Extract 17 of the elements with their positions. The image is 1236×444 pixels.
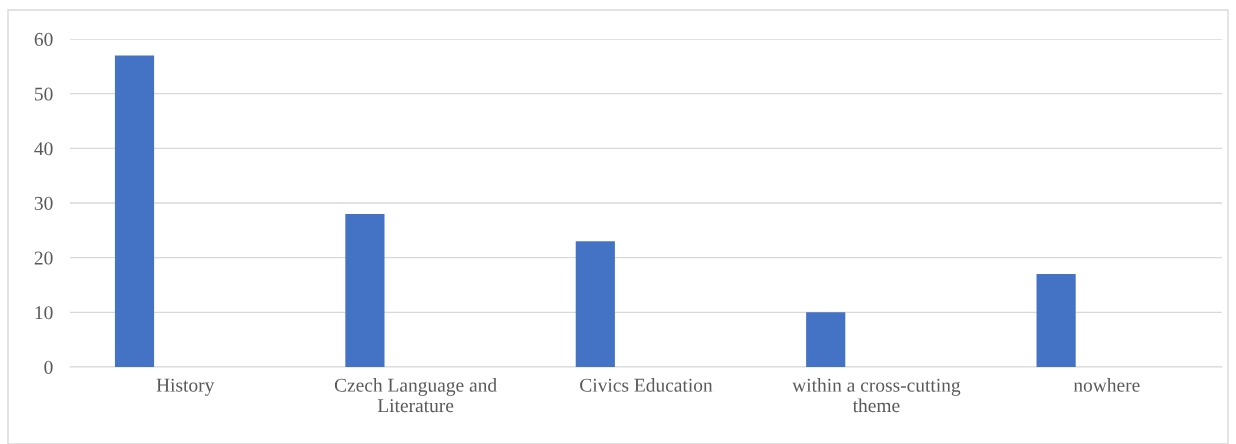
y-tick-label: 60	[34, 32, 53, 46]
y-tick-label: 40	[34, 142, 53, 156]
y-tick-label: 30	[34, 196, 53, 210]
bar	[806, 312, 846, 367]
bar	[114, 55, 155, 367]
bar	[1036, 274, 1076, 367]
y-tick-label: 20	[34, 251, 53, 265]
x-tick-label: nowhere	[1073, 378, 1140, 392]
x-tick-label: Civics Education	[580, 378, 713, 392]
x-tick-label: within a cross-cutting theme	[792, 378, 961, 413]
y-tick-label: 50	[35, 87, 53, 101]
y-tick-label: 0	[44, 360, 53, 374]
bar	[345, 213, 385, 367]
y-tick-label: 10	[35, 306, 53, 320]
x-tick-label: Czech Language and Literature	[334, 378, 497, 413]
x-tick-label: History	[156, 378, 215, 396]
bar	[575, 241, 615, 367]
